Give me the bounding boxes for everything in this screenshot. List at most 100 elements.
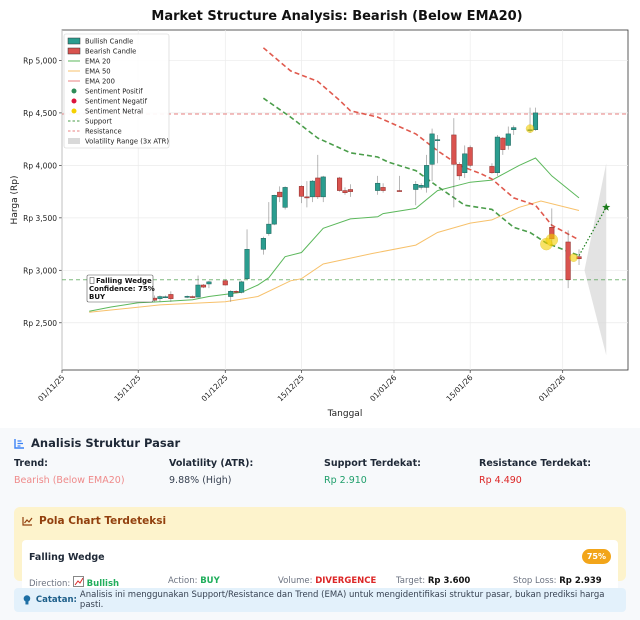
projection-line <box>578 207 607 256</box>
legend-label: EMA 50 <box>85 68 111 76</box>
action-label: Action: <box>168 576 198 586</box>
pattern-card: Falling Wedge 75% Direction: Bullish Act… <box>22 540 618 597</box>
bearish-candle <box>222 279 228 286</box>
x-tick-label: 15/12/25 <box>276 373 306 403</box>
analysis-title: Analisis Struktur Pasar <box>14 436 180 450</box>
direction-label: Direction: <box>29 579 71 589</box>
bullish-candle <box>282 186 288 210</box>
legend-label: Bearish Candle <box>85 48 136 56</box>
direction-value: Bullish <box>86 579 120 589</box>
candle-body <box>429 133 435 165</box>
pattern-target: Target: Rp 3.600 <box>396 576 470 586</box>
legend-label: Resistance <box>85 128 122 136</box>
y-tick-label: Rp 4,500 <box>23 109 57 118</box>
bullish-candle <box>418 183 424 190</box>
legend-label: EMA 200 <box>85 78 115 86</box>
pattern-section-title: Pola Chart Terdeteksi <box>22 515 166 527</box>
candle-body <box>494 136 500 173</box>
candle-body <box>505 133 511 146</box>
y-axis-label: Harga (Rp) <box>10 176 20 225</box>
bullish-candle <box>271 194 277 226</box>
legend-item: EMA 50 <box>68 68 111 76</box>
bullish-candle <box>511 125 517 135</box>
legend-swatch <box>68 138 80 144</box>
candle-body <box>309 180 315 198</box>
pattern-action: Action: BUY <box>168 576 220 586</box>
stat-support: Support Terdekat: Rp 2.910 <box>324 458 421 486</box>
target-star-icon <box>602 203 611 211</box>
bearish-candle <box>337 176 343 192</box>
pattern-section-title-text: Pola Chart Terdeteksi <box>39 515 167 527</box>
bar-chart-icon <box>14 438 24 449</box>
candle-body <box>244 249 250 279</box>
legend-box <box>63 33 170 149</box>
x-tick-label: 01/02/26 <box>537 373 567 403</box>
sentiment-neutral-marker <box>525 124 535 133</box>
candle-body <box>456 164 462 177</box>
candle-body <box>342 190 348 193</box>
legend-item: Bearish Candle <box>67 47 136 56</box>
bullish-candle <box>434 134 441 164</box>
bearish-candle <box>298 185 305 204</box>
y-tick-label: Rp 3,000 <box>23 266 57 275</box>
legend-item: Sentiment Positif <box>71 88 143 96</box>
legend-item: Sentiment Negatif <box>71 98 148 106</box>
bearish-candle <box>489 163 495 174</box>
bullish-candle <box>239 280 245 294</box>
stat-value: Bearish (Below EMA20) <box>14 475 125 486</box>
bearish-candle <box>342 187 348 195</box>
note-text: Analisis ini menggunakan Support/Resista… <box>79 590 605 610</box>
volume-value: DIVERGENCE <box>315 576 377 586</box>
candle-body <box>228 291 234 297</box>
bullish-candle <box>309 180 315 203</box>
sentiment-neutral-marker <box>569 253 578 262</box>
bullish-candle <box>532 107 539 131</box>
candle-body <box>304 196 310 199</box>
candle-body <box>168 294 174 299</box>
candle-body <box>271 195 277 225</box>
candle-body <box>511 127 517 130</box>
ema50-line <box>89 200 580 313</box>
candle-body <box>347 189 353 192</box>
y-tick-label: Rp 5,000 <box>23 56 57 65</box>
stat-label: Trend: <box>14 458 48 469</box>
action-value: BUY <box>200 576 220 586</box>
candle-body <box>157 296 163 299</box>
missing-glyph-icon <box>89 277 95 284</box>
candle-body <box>200 284 207 288</box>
y-tick-label: Rp 2,500 <box>23 319 57 328</box>
legend-swatch <box>71 108 77 114</box>
bearish-candle <box>565 230 571 289</box>
candle-body <box>434 139 441 141</box>
legend-swatch <box>71 98 77 104</box>
x-tick-label: 01/12/25 <box>199 373 229 403</box>
bullish-candle <box>320 175 326 203</box>
stoploss-value: Rp 2.939 <box>559 576 602 586</box>
bullish-candle <box>244 229 250 280</box>
bullish-candle <box>505 126 511 150</box>
target-label: Target: <box>396 576 426 586</box>
candle-body <box>565 241 571 281</box>
lightbulb-icon <box>23 595 31 605</box>
candle-body <box>260 238 266 250</box>
bearish-candle <box>456 162 462 181</box>
bullish-candle <box>260 236 266 255</box>
bullish-candle <box>206 280 212 289</box>
candle-body <box>424 165 430 188</box>
ema20-line <box>89 157 580 312</box>
stat-label: Volatility (ATR): <box>169 458 254 469</box>
candle-body <box>532 112 539 130</box>
bearish-candle <box>347 184 353 197</box>
candle-body <box>282 187 288 208</box>
stat-value: 9.88% (High) <box>169 475 232 486</box>
volume-label: Volume: <box>278 576 313 586</box>
legend-label: EMA 20 <box>85 58 111 66</box>
market-structure-chart: Market Structure Analysis: Bearish (Belo… <box>10 9 629 419</box>
legend-swatch <box>67 47 81 55</box>
sentiment-neutral-marker <box>545 233 559 247</box>
analysis-panel: Analisis Struktur Pasar Trend: Bearish (… <box>0 428 640 620</box>
bullish-candle <box>266 202 272 236</box>
x-tick-label: 01/01/26 <box>368 373 398 403</box>
legend-item: Sentiment Netral <box>71 108 143 116</box>
